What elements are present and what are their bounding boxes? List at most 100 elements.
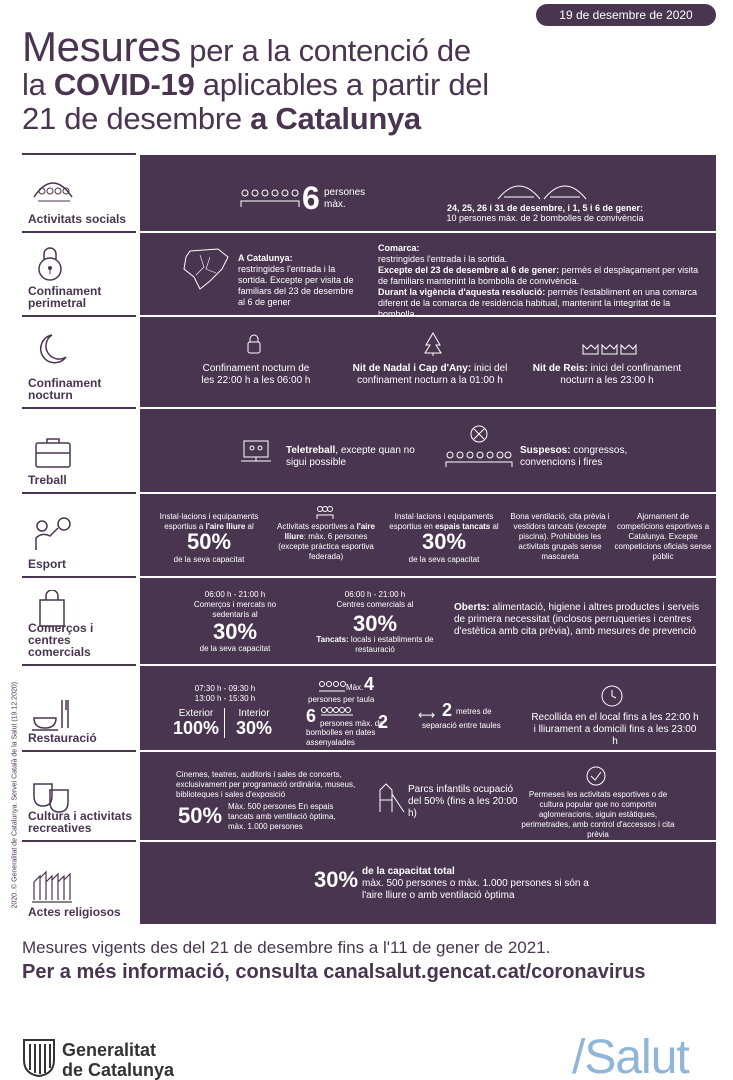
- salut-logo: /Salut: [572, 1031, 690, 1080]
- hours-2: 13:00 h - 15:30 h: [194, 694, 256, 703]
- row-actes-religiosos: Actes religiosos 30% de la capacitat tot…: [22, 840, 716, 924]
- distance-text-2: separació entre taules: [422, 721, 501, 730]
- title-part: per a la contenció de: [180, 33, 471, 68]
- title-part: 21 de desembre: [22, 101, 251, 136]
- shops-time: 06:00 h - 21:00 h: [204, 590, 266, 599]
- shops-percent: 30%: [212, 619, 258, 644]
- malls-closed: Tancats: locals i establiments de restau…: [316, 635, 434, 654]
- telework-icon: [241, 440, 271, 462]
- religious-percent: 30%: [314, 867, 359, 892]
- hours-1: 07:30 h - 09:30 h: [194, 684, 256, 693]
- row-cultura: Cultura i activitats recreatives Cinemes,…: [22, 750, 716, 840]
- row-panel: Cinemes, teatres, auditoris i sales de c…: [140, 750, 716, 840]
- title-catalunya: a Catalunya: [250, 101, 421, 136]
- outdoor-facilities: Instal·lacions i equipaments esportius a…: [159, 512, 259, 531]
- table-people-icon: [319, 681, 346, 692]
- row-sidebar: Comerços i centres comercials: [22, 576, 136, 664]
- religious-bold: de la capacitat total: [362, 866, 455, 877]
- malls-percent: 30%: [352, 611, 398, 636]
- title-part: aplicables a partir del: [194, 67, 489, 102]
- row-label: Esport: [28, 557, 67, 571]
- curfew-christmas: Nit de Nadal i Cap d'Any: inici del conf…: [352, 363, 508, 386]
- moon-icon: [39, 334, 67, 364]
- row-sidebar: Restauració: [22, 664, 136, 750]
- outdoor-activities: Activitats esportives a l'aire lliure: m…: [277, 522, 375, 561]
- venues-sub: Màx. 500 persones En espais tancats amb …: [228, 802, 336, 831]
- catalonia-text: restringides l'entrada i la sortida. Exc…: [238, 264, 354, 307]
- row-label: Activitats socials: [28, 212, 127, 226]
- popular-culture-text: Permeses les activitats esportives o de …: [521, 790, 675, 839]
- restaurant-icon: [32, 700, 69, 731]
- comarca-text: restringides l'entrada i la sortida. Exce…: [378, 254, 699, 319]
- generalitat-emblem-icon: [23, 1039, 55, 1078]
- row-restauracio: Restauració 07:30 h - 09:30 h 13:00 h - …: [22, 664, 716, 750]
- bubbles-text: bombolles en dates assenyalades: [306, 728, 376, 747]
- row-sidebar: Confinament perimetral: [22, 231, 136, 315]
- row-label: Cultura i activitats recreatives: [28, 809, 133, 835]
- malls-time: 06:00 h - 21:00 h: [344, 590, 406, 599]
- title-word-mesures: Mesures: [22, 23, 181, 70]
- copyright-credit: 2020. © Generalitat de Catalunya. Servei…: [11, 681, 19, 909]
- temple-icon: [32, 870, 72, 903]
- validity-note: Mesures vigents des del 21 de desembre f…: [22, 938, 551, 957]
- title-covid: COVID-19: [53, 67, 195, 102]
- row-panel: Confinament nocturn de les 22:00 h a les…: [140, 315, 716, 407]
- row-comercos: Comerços i centres comercials 06:00 h - 2…: [22, 576, 716, 664]
- catalonia-title: A Catalunya:: [238, 253, 293, 263]
- row-label: Confinament nocturn: [28, 376, 102, 402]
- catalonia-map-icon: [183, 248, 229, 290]
- row-sidebar: Esport: [22, 492, 136, 576]
- row-confinament-nocturn: Confinament nocturn Confinament nocturn d…: [22, 315, 716, 407]
- shops-text: Comerços i mercats no sedentaris al: [193, 600, 277, 619]
- check-circle-icon: [586, 766, 606, 786]
- row-panel: Instal·lacions i equipaments esportius a…: [140, 492, 716, 576]
- row-panel: A Catalunya: restringides l'entrada i la…: [140, 231, 716, 319]
- generalitat-text: Generalitat de Catalunya: [62, 1040, 175, 1080]
- comarca-title: Comarca:: [378, 243, 420, 253]
- suspended-text: Suspesos: congressos, convencions i fire…: [520, 445, 628, 468]
- page-title: Mesures per a la contenció de la COVID-1…: [22, 26, 582, 136]
- max-label: Màx.: [346, 683, 364, 692]
- distance-number: 2: [442, 700, 453, 720]
- playground-icon: [379, 783, 405, 813]
- row-sidebar: Confinament nocturn: [22, 315, 136, 407]
- curfew-general: Confinament nocturn de les 22:00 h a les…: [201, 363, 311, 386]
- max-people-number: 6: [302, 180, 320, 216]
- row-sidebar: Activitats socials: [22, 153, 136, 231]
- crowns-icon: [582, 343, 637, 355]
- date-badge: 19 de desembre de 2020: [536, 4, 716, 26]
- row-confinament-perimetral: Confinament perimetral A Catalunya: restr…: [22, 231, 716, 319]
- row-panel: 6 persones màx. 24, 25, 26 i 31 de desem…: [140, 153, 716, 231]
- distance-text-1: metres de: [456, 707, 492, 716]
- ventilation-note: Bona ventilació, cita prèvia i vestidors…: [510, 512, 610, 561]
- generalitat-logo: Generalitat de Catalunya: [22, 1036, 202, 1080]
- special-dates-note: 10 persones màx. de 2 bombolles de convi…: [446, 213, 644, 223]
- six-people-icon: [240, 189, 300, 207]
- venues-text: Cinemes, teatres, auditoris i sales de c…: [176, 770, 356, 799]
- row-sidebar: Cultura i activitats recreatives: [22, 750, 136, 840]
- competitions-note: Ajornament de competicions esportives a …: [614, 512, 712, 561]
- shopping-bag-icon: [39, 590, 65, 627]
- briefcase-icon: [35, 438, 71, 468]
- venues-percent: 50%: [178, 803, 223, 828]
- row-treball: Treball Teletreball, excepte quan no sig…: [22, 407, 716, 492]
- sport-icon: [35, 517, 71, 550]
- row-panel: 07:30 h - 09:30 h 13:00 h - 15:30 h Exte…: [140, 664, 716, 750]
- padlock-icon: [247, 334, 261, 354]
- row-label: Restauració: [28, 731, 97, 745]
- row-label: Actes religiosos: [28, 905, 121, 919]
- shops-sub: de la seva capacitat: [199, 644, 271, 653]
- row-activitats-socials: Activitats socials 6 persones màx. 24, 2…: [22, 153, 716, 231]
- row-esport: Esport Instal·lacions i equipaments espo…: [22, 492, 716, 576]
- religious-text: màx. 500 persones o màx. 1.000 persones …: [362, 878, 589, 901]
- row-label: Comerços i centres comercials: [28, 621, 94, 659]
- more-info-link[interactable]: Per a més informació, consulta canalsalu…: [22, 961, 646, 983]
- malls-text: Centres comercials al: [336, 600, 414, 609]
- people-row-icon: [321, 707, 353, 716]
- six-text: persones màx. de: [320, 719, 384, 728]
- row-panel: 30% de la capacitat total màx. 500 perso…: [140, 840, 716, 924]
- max-label: màx.: [324, 199, 346, 210]
- theatre-masks-icon: [33, 783, 69, 813]
- special-dates: 24, 25, 26 i 31 de desembre, i 1, 5 i 6 …: [446, 203, 644, 213]
- christmas-tree-icon: [424, 332, 442, 356]
